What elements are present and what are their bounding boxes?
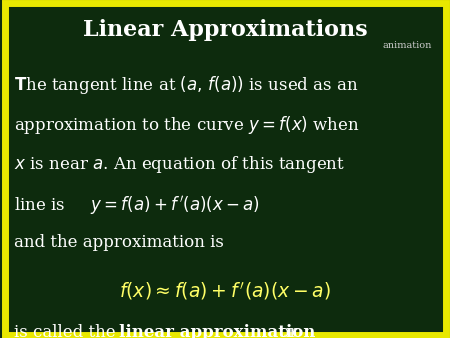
Text: $f(x) \approx f(a) + f\,'(a)(x - a)$: $f(x) \approx f(a) + f\,'(a)(x - a)$	[119, 280, 331, 302]
Text: $x$ is near $a$. An equation of this tangent: $x$ is near $a$. An equation of this tan…	[14, 154, 345, 175]
Text: approximation to the curve $y = f(x)$ when: approximation to the curve $y = f(x)$ wh…	[14, 114, 359, 136]
Text: line is     $y = f(a) + f\,'(a)(x - a)$: line is $y = f(a) + f\,'(a)(x - a)$	[14, 194, 260, 217]
Text: $\mathbf{T}$he tangent line at $(a,\, f(a))$ is used as an: $\mathbf{T}$he tangent line at $(a,\, f(…	[14, 74, 358, 96]
Text: is called the: is called the	[14, 323, 121, 338]
Text: animation: animation	[382, 41, 432, 50]
Text: and the approximation is: and the approximation is	[14, 234, 223, 251]
Text: or: or	[274, 323, 298, 338]
Text: linear approximation: linear approximation	[119, 323, 315, 338]
Text: Linear Approximations: Linear Approximations	[83, 19, 367, 41]
